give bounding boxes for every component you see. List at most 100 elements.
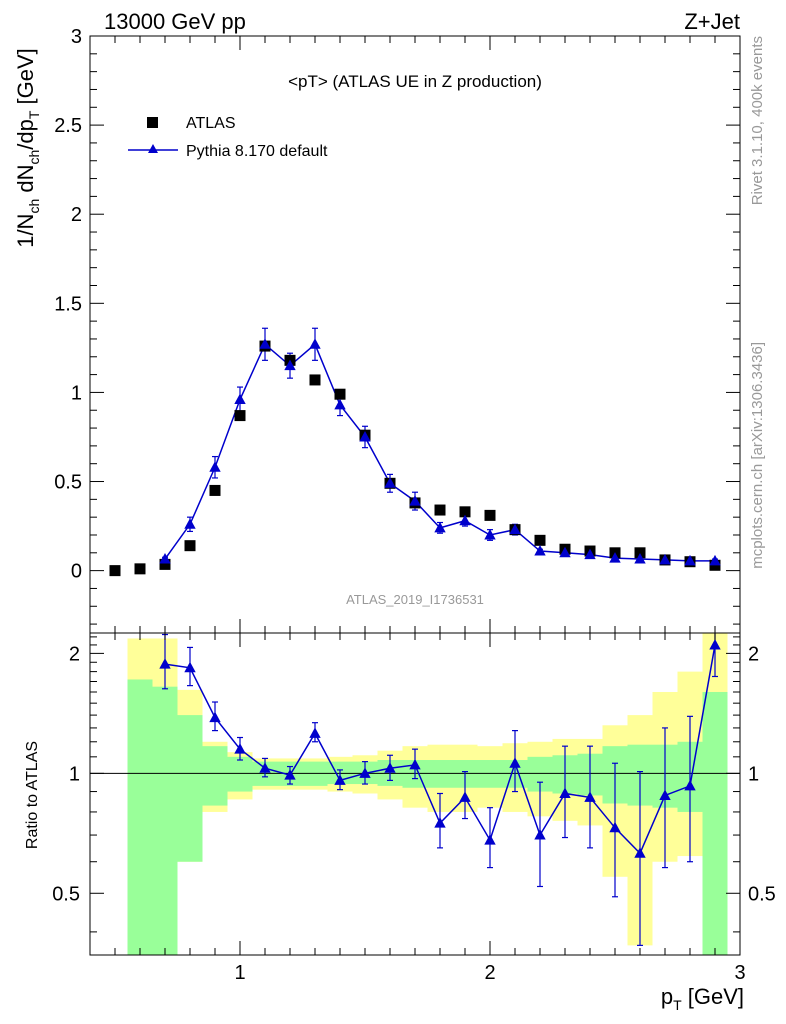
ratio-y-tick-label: 2: [69, 643, 80, 665]
analysis-id: ATLAS_2019_I1736531: [346, 592, 484, 607]
pythia-point: [334, 398, 346, 410]
ratio-point: [659, 789, 671, 800]
main-y-tick-labels: 0 0.5 1 1.5 2 2.5 3: [54, 26, 82, 583]
ratio-point: [309, 727, 321, 738]
ratio-point: [509, 757, 521, 768]
atlas-point: [209, 484, 221, 496]
main-ticks: [90, 35, 740, 633]
ratio-pythia-points: [159, 638, 721, 858]
ratio-point: [634, 847, 646, 858]
ratio-point: [484, 834, 496, 845]
pythia-point: [584, 548, 596, 560]
legend-pythia-marker: [148, 144, 158, 153]
ratio-y-tick-label-right: 1: [748, 763, 759, 785]
ratio-y-axis-title: Ratio to ATLAS: [24, 741, 41, 849]
pythia-point: [359, 430, 371, 442]
plot-title: <pT> (ATLAS UE in Z production): [288, 72, 542, 91]
atlas-point: [334, 388, 346, 400]
ratio-panel: 0.5 0.5 1 1 2 2 1 2 3: [52, 632, 776, 984]
pythia-point: [609, 552, 621, 563]
inner-band: [127, 679, 153, 955]
ratio-y-tick-label-right: 0.5: [748, 883, 776, 905]
process-label: Z+Jet: [684, 9, 740, 34]
inner-band: [202, 746, 228, 806]
mcplots-label: mcplots.cern.ch [arXiv:1306.3436]: [749, 342, 766, 569]
ratio-point: [609, 821, 621, 833]
pythia-point: [634, 553, 646, 564]
pythia-point: [659, 553, 671, 565]
y-tick-label: 1.5: [54, 293, 82, 315]
inner-band: [702, 691, 728, 955]
ratio-y-tick-label: 0.5: [52, 883, 80, 905]
atlas-point: [309, 374, 321, 386]
y-tick-label: 0: [71, 561, 82, 583]
ratio-point: [409, 758, 421, 770]
pythia-point: [484, 528, 496, 540]
atlas-point: [159, 558, 171, 570]
y-tick-label: 2: [71, 204, 82, 226]
pythia-point: [684, 554, 696, 566]
legend: ATLAS Pythia 8.170 default: [128, 115, 328, 160]
y-tick-label: 1: [71, 382, 82, 404]
ratio-y-tick-label: 1: [69, 763, 80, 785]
pythia-point: [184, 518, 196, 529]
inner-band: [177, 715, 203, 862]
pythia-point: [234, 393, 246, 405]
ratio-point: [434, 817, 446, 828]
pythia-point: [309, 338, 321, 349]
pythia-point: [459, 514, 471, 526]
pythia-points: [159, 338, 721, 566]
ratio-point: [209, 711, 221, 723]
pythia-point: [259, 338, 271, 349]
main-y-axis-title: 1/Nch dNch/dpT [GeV]: [13, 48, 42, 248]
ratio-point: [284, 769, 296, 780]
pythia-point: [209, 461, 221, 472]
atlas-point: [459, 506, 471, 518]
ratio-point: [334, 774, 346, 785]
uncertainty-bands: [127, 633, 728, 955]
pythia-point: [284, 359, 296, 371]
ratio-point: [534, 829, 546, 840]
ratio-point: [559, 787, 571, 798]
pythia-point: [534, 545, 546, 556]
ratio-y-tick-labels: 0.5 0.5 1 1 2 2: [52, 643, 776, 905]
ratio-point: [259, 762, 271, 773]
x-tick-label: 3: [734, 962, 745, 984]
pythia-point: [434, 521, 446, 533]
atlas-point: [109, 565, 121, 577]
atlas-point: [134, 563, 146, 575]
atlas-point: [634, 547, 646, 559]
main-panel: 0 0.5 1 1.5 2 2.5 3: [54, 26, 741, 634]
atlas-point: [484, 509, 496, 521]
legend-atlas-label: ATLAS: [186, 115, 236, 132]
y-tick-label: 3: [71, 26, 82, 48]
ratio-ticks: [90, 633, 740, 955]
ratio-point: [684, 779, 696, 791]
atlas-point: [184, 540, 196, 552]
pythia-point: [159, 553, 171, 564]
atlas-point: [234, 410, 246, 422]
ratio-point: [384, 762, 396, 773]
inner-band: [152, 686, 178, 955]
pythia-point: [559, 546, 571, 558]
inner-band: [227, 756, 253, 792]
pythia-point: [709, 554, 721, 566]
energy-label: 13000 GeV pp: [104, 9, 246, 34]
ratio-point: [459, 791, 471, 802]
ratio-point: [359, 767, 371, 778]
pythia-point: [409, 495, 421, 506]
ratio-point: [584, 791, 596, 802]
y-tick-label: 0.5: [54, 472, 82, 494]
ratio-y-tick-label-right: 2: [748, 643, 759, 665]
x-tick-labels: 1 2 3: [234, 962, 745, 984]
x-tick-label: 2: [484, 962, 495, 984]
inner-band: [477, 760, 503, 788]
legend-pythia-label: Pythia 8.170 default: [186, 143, 328, 160]
legend-atlas-marker: [147, 117, 158, 128]
ratio-point: [159, 658, 171, 669]
inner-band: [427, 760, 453, 788]
atlas-point: [434, 504, 446, 516]
rivet-label: Rivet 3.1.10, 400k events: [749, 36, 766, 205]
